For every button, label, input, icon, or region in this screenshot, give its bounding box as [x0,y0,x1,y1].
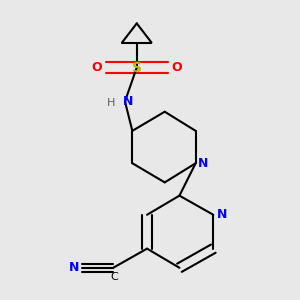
Text: H: H [107,98,115,108]
Text: N: N [69,261,79,274]
Text: C: C [111,272,119,282]
Text: N: N [217,208,227,221]
Text: S: S [132,61,142,75]
Text: O: O [171,61,182,74]
Text: N: N [123,95,133,108]
Text: N: N [198,157,208,170]
Text: O: O [92,61,102,74]
